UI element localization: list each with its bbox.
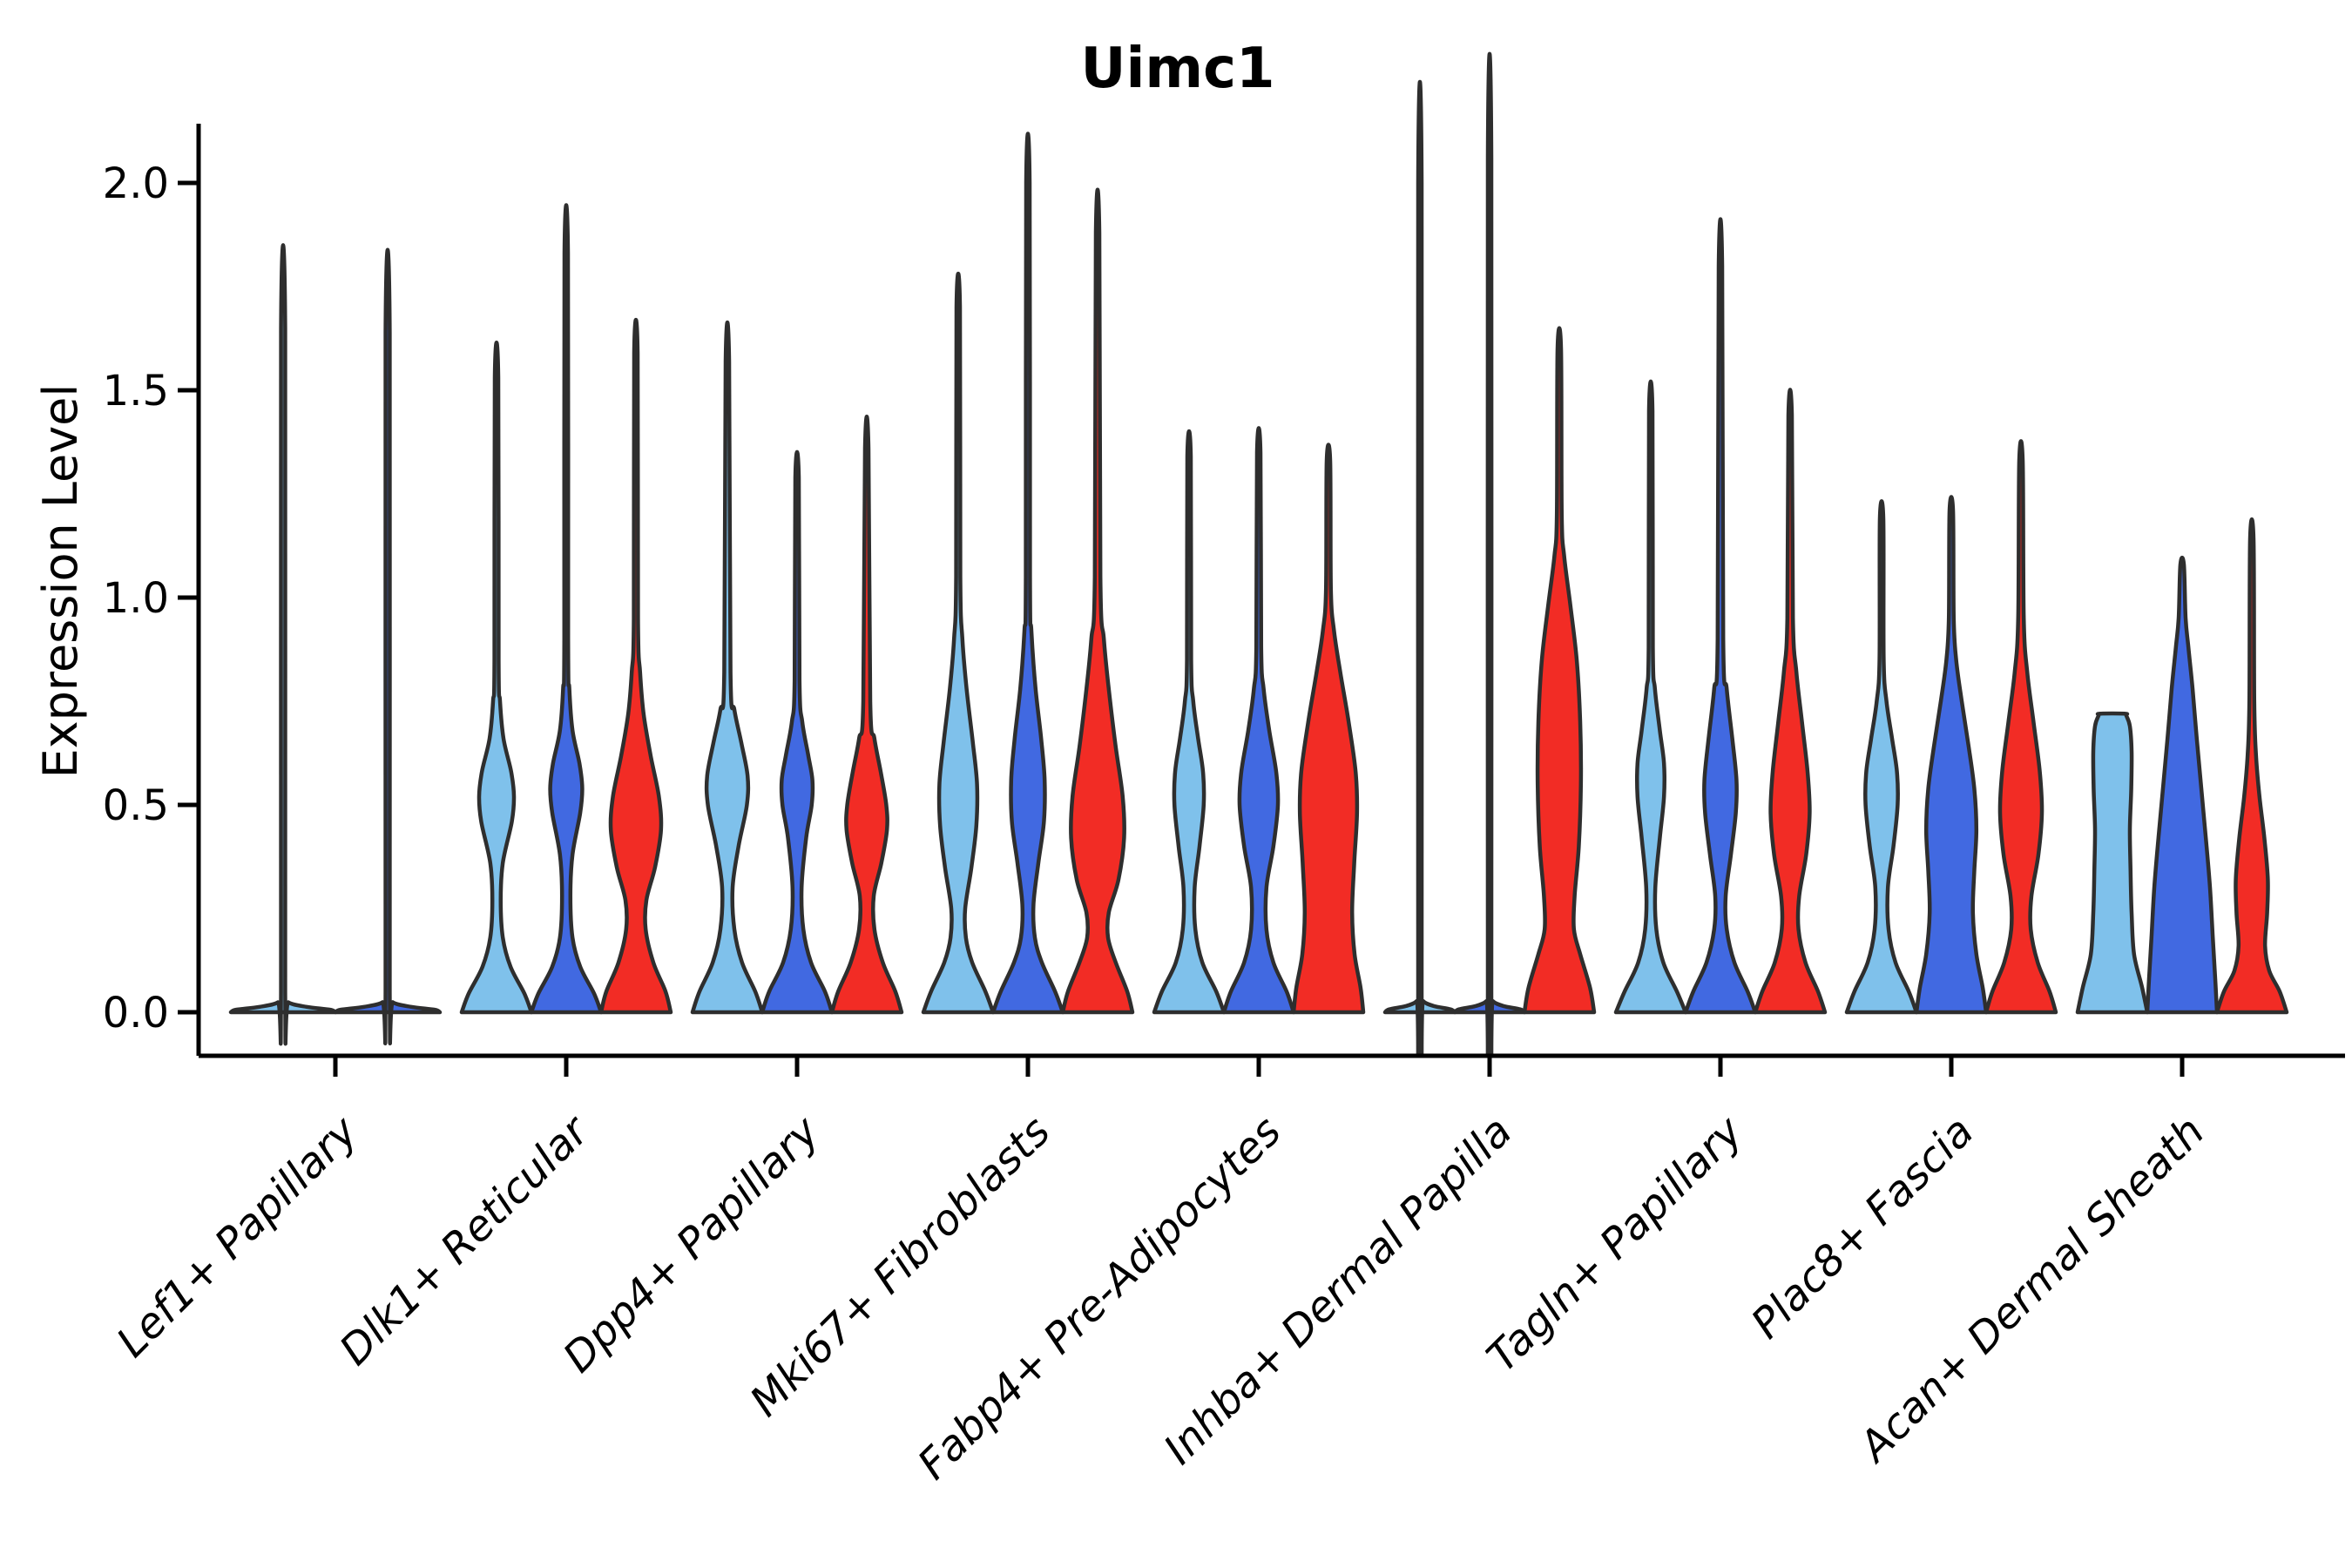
violin-inhba-dermal-papilla-red — [1522, 326, 1597, 1015]
y-tick-label: 0.0 — [103, 989, 169, 1037]
y-tick-label: 0.5 — [103, 781, 169, 830]
plot-title: Uimc1 — [1080, 37, 1274, 101]
violin-dpp4-papillary-lightblue — [690, 320, 765, 1015]
x-tick-label: Tagln+ Papillary — [1477, 1106, 1753, 1382]
x-tick-label: Dpp4+ Papillary — [554, 1106, 829, 1382]
y-tick-label: 2.0 — [103, 159, 169, 208]
x-tick-label: Plac8+ Fascia — [1742, 1107, 1984, 1348]
x-tick-label: Lef1+ Papillary — [107, 1106, 368, 1367]
violin-plac8-fascia-red — [1984, 439, 2058, 1015]
violin-inhba-dermal-papilla-lightblue — [1382, 79, 1457, 1057]
violin-dpp4-papillary-red — [829, 415, 904, 1015]
violin-fabp4-pre-adipocytes-blue — [1221, 426, 1296, 1015]
violin-plac8-fascia-blue — [1914, 495, 1989, 1015]
violin-fabp4-pre-adipocytes-lightblue — [1152, 429, 1227, 1015]
violin-fabp4-pre-adipocytes-red — [1291, 443, 1366, 1015]
violin-mki67-fibroblasts-red — [1060, 187, 1135, 1015]
x-tick-label: Dlk1+ Reticular — [330, 1105, 600, 1375]
violin-inhba-dermal-papilla-blue — [1452, 51, 1527, 1058]
violin-acan-dermal-sheath-blue — [2145, 555, 2220, 1015]
violin-acan-dermal-sheath-lightblue — [2075, 711, 2150, 1015]
violin-acan-dermal-sheath-red — [2214, 517, 2289, 1015]
violin-dpp4-papillary-blue — [760, 449, 835, 1015]
y-tick-label: 1.5 — [103, 367, 169, 416]
violin-dlk1-reticular-blue — [529, 203, 604, 1015]
x-tick-label: Fabp4+ Pre-Adipocytes — [909, 1107, 1291, 1490]
violin-plac8-fascia-lightblue — [1844, 499, 1919, 1015]
violin-tagln-papillary-blue — [1683, 217, 1758, 1015]
violin-tagln-papillary-lightblue — [1613, 379, 1688, 1015]
violin-dlk1-reticular-lightblue — [459, 341, 534, 1015]
violin-tagln-papillary-red — [1753, 388, 1828, 1015]
violin-mki67-fibroblasts-blue — [990, 132, 1065, 1015]
violin-dlk1-reticular-red — [598, 318, 673, 1015]
y-axis-label: Expression Level — [33, 384, 88, 779]
violin-lef1-papillary-lightblue — [228, 243, 338, 1046]
violins-layer — [228, 51, 2289, 1058]
y-tick-label: 1.0 — [103, 574, 169, 623]
violin-mki67-fibroblasts-lightblue — [921, 272, 996, 1015]
violin-lef1-papillary-blue — [333, 247, 443, 1045]
